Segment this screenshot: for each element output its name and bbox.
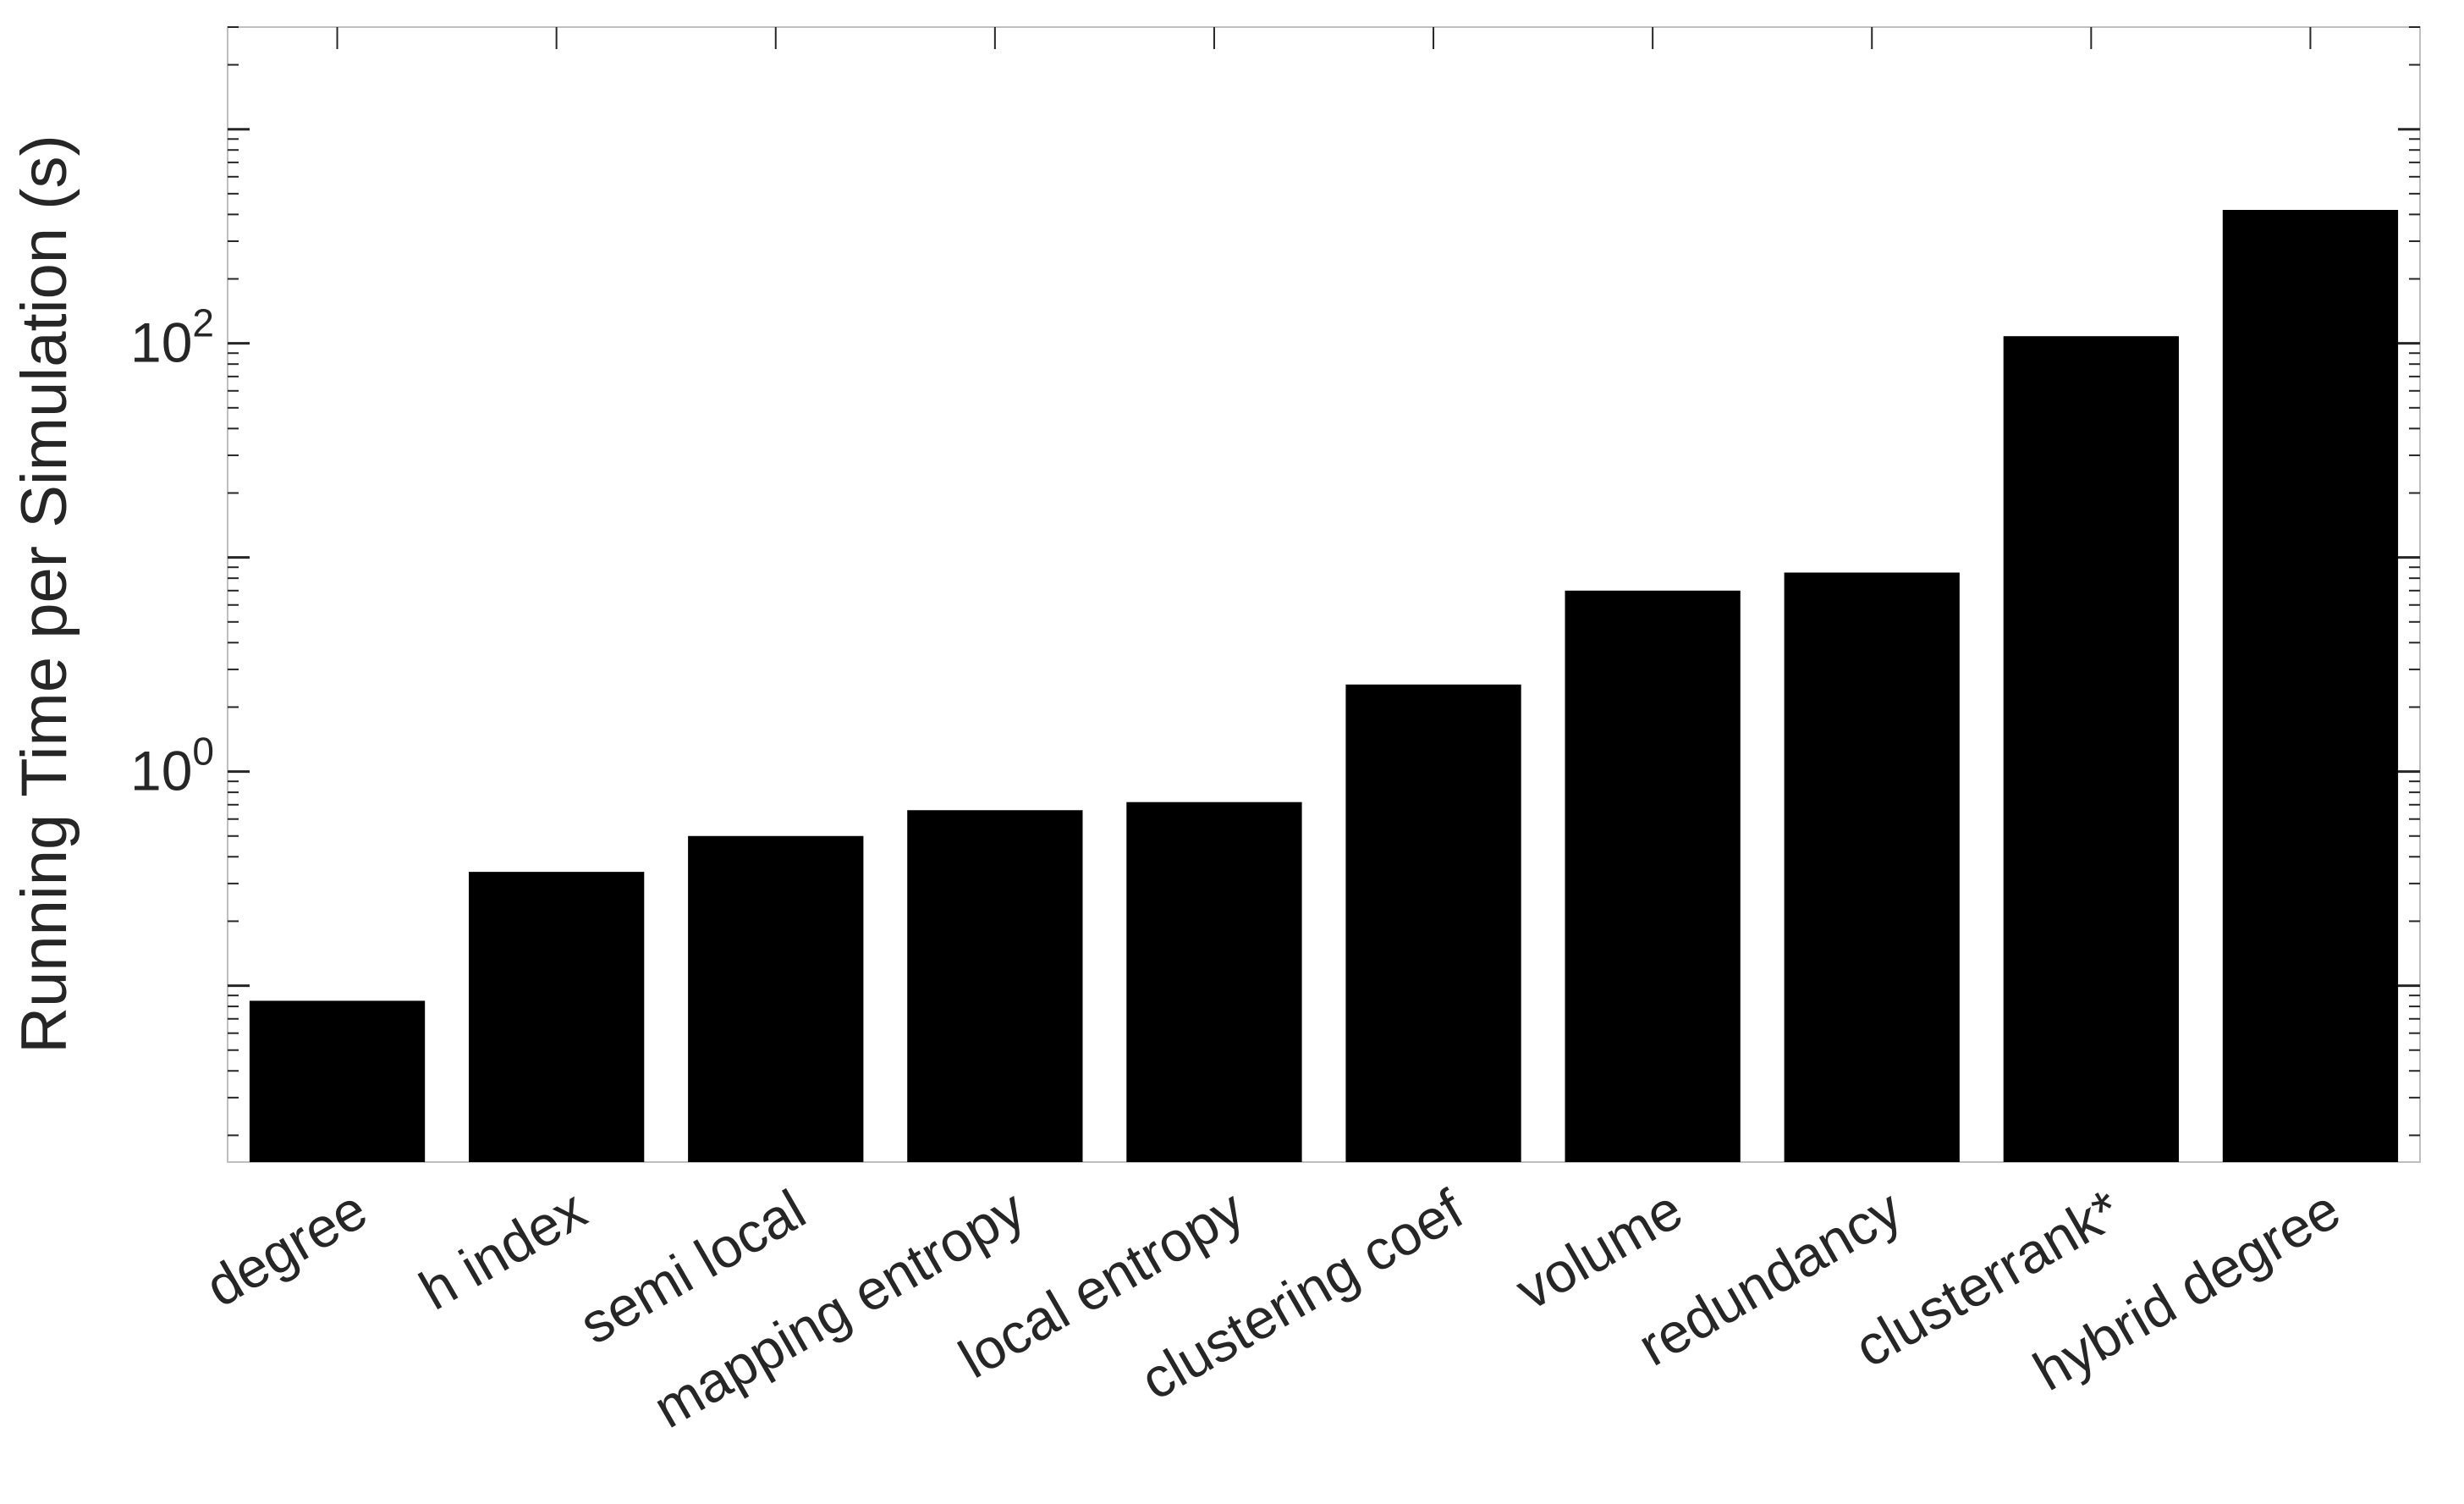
y-tick-labels: 100 102 — [130, 301, 214, 802]
minor-ticks — [228, 26, 2420, 1137]
bar-clusterrank- — [2003, 336, 2179, 1162]
bar-volume — [1565, 590, 1741, 1162]
bars — [249, 210, 2399, 1162]
x-tick-label: mapping entropy — [643, 1177, 1035, 1440]
y-tick-label: 100 — [130, 730, 214, 802]
bar-clustering-coef — [1345, 684, 1521, 1162]
y-tick-label: 102 — [130, 301, 214, 374]
x-tick-label: h index — [409, 1177, 596, 1322]
bar-redundancy — [1784, 572, 1960, 1162]
bar-local-entropy — [1126, 802, 1302, 1162]
x-tick-label: volume — [1505, 1177, 1692, 1321]
bar-h-index — [469, 872, 645, 1162]
y-axis-label: Running Time per Simulation (s) — [8, 135, 80, 1054]
bar-hybrid-degree — [2222, 210, 2399, 1162]
bar-degree — [249, 1000, 426, 1162]
x-tick-label: degree — [195, 1177, 377, 1319]
bar-mapping-entropy — [907, 810, 1083, 1162]
bar-semi-local — [688, 835, 864, 1162]
